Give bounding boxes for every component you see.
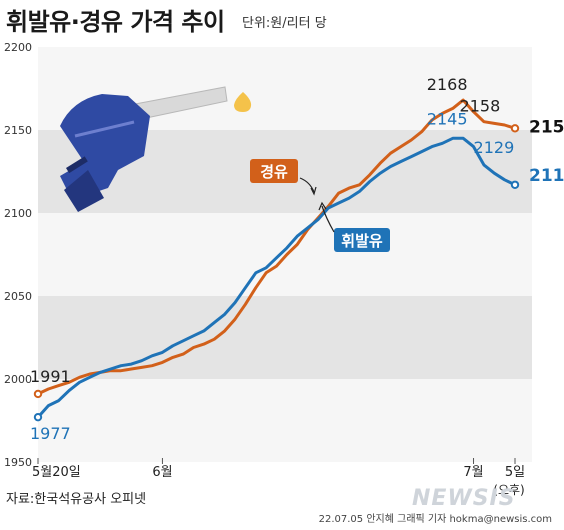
- series-point-gasoline: [510, 180, 520, 189]
- chart-title: 휘발유·경유 가격 추이: [6, 8, 225, 36]
- legend-diesel: 경유: [250, 159, 317, 196]
- data-label-gasoline: 2117: [529, 166, 564, 186]
- grid-band: [38, 296, 532, 379]
- legend-gasoline: 휘발유: [318, 201, 390, 252]
- y-axis: 1950 2000 2050 2100 2150 2200: [4, 41, 32, 469]
- unit-label: 단위:원/리터 당: [242, 16, 327, 31]
- data-label-gasoline: 2145: [427, 109, 468, 128]
- credit-line: 22.07.05 안지혜 그래픽 기자 hokma@newsis.com: [318, 514, 552, 525]
- grid-band: [38, 379, 532, 462]
- x-tick-label: 7월: [463, 465, 483, 480]
- series-line-gasoline: [36, 136, 517, 419]
- data-label-diesel: 2168: [427, 75, 468, 94]
- x-axis-note: (오후): [493, 483, 524, 497]
- fuel-nozzle-icon: [60, 86, 252, 212]
- data-label-gasoline: 1977: [30, 424, 71, 443]
- data-label-gasoline: 2129: [474, 138, 515, 157]
- data-label-diesel: 1991: [30, 367, 71, 386]
- series-point-diesel: [33, 389, 43, 399]
- newsis-watermark: NEWSIS: [412, 486, 516, 511]
- source-note: 자료:한국석유공사 오피넷: [6, 492, 147, 507]
- x-tick-label: 5월20일: [32, 465, 81, 480]
- x-axis: 5월20일 6월 7월 5일 (오후): [32, 458, 525, 497]
- series-line-diesel: [36, 98, 517, 396]
- series-point-gasoline: [33, 412, 43, 422]
- y-tick-label: 2200: [4, 41, 32, 54]
- y-tick-label: 1950: [4, 456, 32, 469]
- y-tick-label: 2050: [4, 290, 32, 303]
- x-tick-label: 5일: [505, 465, 525, 480]
- x-tick-label: 6월: [152, 465, 172, 480]
- y-tick-label: 2000: [4, 373, 32, 386]
- series-point-diesel: [510, 124, 520, 133]
- y-tick-label: 2100: [4, 207, 32, 220]
- data-label-diesel: 2158: [460, 97, 501, 116]
- legend-gasoline-label: 휘발유: [341, 232, 383, 250]
- legend-diesel-label: 경유: [260, 163, 288, 181]
- y-tick-label: 2150: [4, 124, 32, 137]
- series-layer: [33, 98, 520, 422]
